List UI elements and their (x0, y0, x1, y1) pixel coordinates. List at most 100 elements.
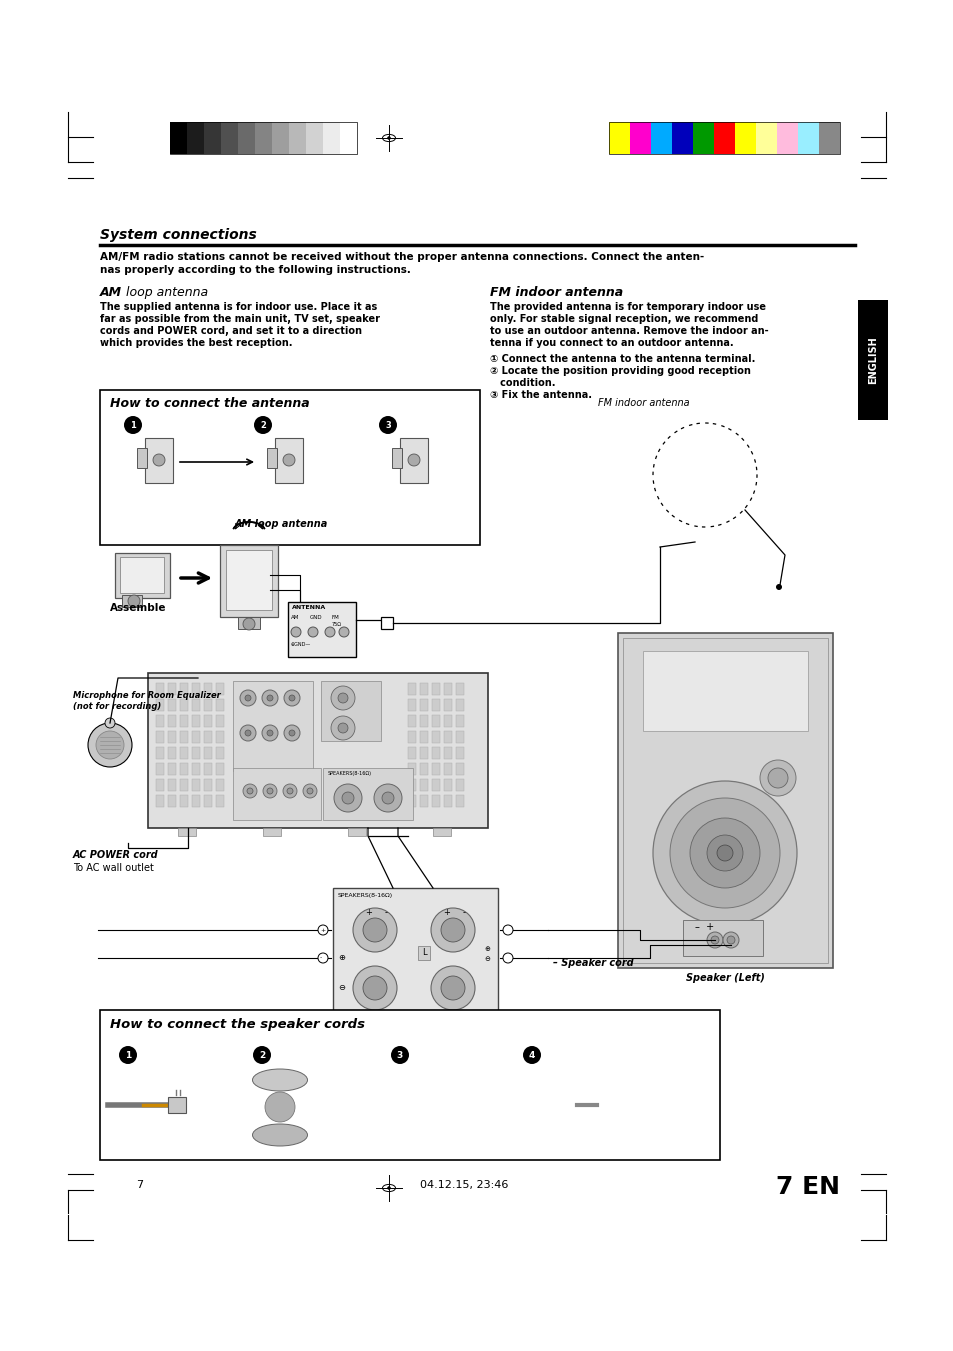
Circle shape (267, 694, 273, 701)
Text: nas properly according to the following instructions.: nas properly according to the following … (100, 265, 411, 276)
Bar (215, 747, 224, 759)
Text: AM: AM (100, 286, 122, 299)
Text: System connections: System connections (100, 228, 256, 242)
Bar (221, 122, 237, 154)
Bar (432, 715, 439, 727)
Bar (237, 617, 260, 630)
Circle shape (726, 936, 734, 944)
Bar (443, 780, 452, 790)
Bar (618, 634, 832, 969)
Bar (797, 122, 818, 154)
Circle shape (334, 784, 361, 812)
Text: 75Ω: 75Ω (332, 621, 341, 627)
Circle shape (96, 731, 124, 759)
Bar (417, 946, 430, 961)
Text: -: - (319, 955, 322, 961)
Circle shape (284, 690, 299, 707)
Bar (408, 698, 416, 711)
Text: 3: 3 (385, 420, 391, 430)
Bar (408, 780, 416, 790)
Bar (180, 763, 188, 775)
Text: To AC wall outlet: To AC wall outlet (73, 863, 153, 873)
Bar (145, 438, 172, 484)
Bar (180, 747, 188, 759)
Bar (233, 767, 320, 820)
Text: FM: FM (332, 615, 339, 620)
Circle shape (265, 1092, 294, 1121)
Bar (671, 122, 692, 154)
Bar (180, 794, 188, 807)
Circle shape (374, 784, 401, 812)
Ellipse shape (535, 1079, 564, 1121)
Circle shape (431, 966, 475, 1011)
Circle shape (669, 798, 780, 908)
Text: 7 EN: 7 EN (775, 1175, 840, 1198)
Bar (419, 763, 428, 775)
Bar (456, 715, 463, 727)
Text: 2: 2 (260, 420, 266, 430)
Ellipse shape (140, 499, 170, 521)
Text: Microphone for Room Equalizer: Microphone for Room Equalizer (73, 690, 220, 700)
Circle shape (502, 952, 513, 963)
Bar (288, 603, 355, 657)
Bar (168, 684, 175, 694)
Circle shape (387, 136, 391, 139)
Text: SPEAKERS(8-16Ω): SPEAKERS(8-16Ω) (328, 771, 372, 775)
Bar (456, 763, 463, 775)
Bar (857, 300, 887, 420)
Text: ⊕: ⊕ (337, 952, 345, 962)
Text: 7: 7 (136, 1179, 143, 1190)
Ellipse shape (420, 493, 435, 511)
Circle shape (431, 908, 475, 952)
Ellipse shape (393, 1065, 442, 1135)
Circle shape (247, 788, 253, 794)
Circle shape (303, 784, 316, 798)
Bar (100, 390, 479, 544)
Bar (432, 794, 439, 807)
Bar (443, 747, 452, 759)
Circle shape (267, 730, 273, 736)
Text: only. For stable signal reception, we recommend: only. For stable signal reception, we re… (490, 313, 758, 324)
Bar (204, 698, 212, 711)
Bar (252, 1079, 307, 1135)
Bar (192, 684, 200, 694)
Circle shape (710, 936, 719, 944)
Bar (306, 122, 323, 154)
Circle shape (124, 416, 142, 434)
Bar (456, 780, 463, 790)
Bar (408, 763, 416, 775)
Bar (608, 122, 629, 154)
Bar (215, 780, 224, 790)
Bar (408, 731, 416, 743)
Bar (348, 828, 366, 836)
Bar (204, 122, 221, 154)
Bar (168, 715, 175, 727)
Circle shape (337, 723, 348, 734)
Circle shape (245, 730, 251, 736)
Text: AC POWER cord: AC POWER cord (73, 850, 158, 861)
Circle shape (775, 584, 781, 590)
Text: – Speaker cord: – Speaker cord (553, 958, 633, 969)
Bar (380, 617, 393, 630)
Bar (682, 920, 762, 957)
Bar (399, 438, 428, 484)
Bar (156, 731, 164, 743)
Circle shape (502, 925, 513, 935)
Circle shape (338, 627, 349, 638)
Bar (215, 763, 224, 775)
Text: How to connect the antenna: How to connect the antenna (110, 397, 310, 409)
Circle shape (353, 908, 396, 952)
Text: -: - (462, 908, 465, 917)
Bar (419, 780, 428, 790)
Bar (456, 747, 463, 759)
Circle shape (363, 917, 387, 942)
Circle shape (341, 792, 354, 804)
Circle shape (722, 932, 739, 948)
Bar (456, 794, 463, 807)
Bar (204, 763, 212, 775)
Ellipse shape (395, 499, 424, 521)
Text: +: + (442, 908, 450, 917)
Bar (419, 698, 428, 711)
Bar (215, 684, 224, 694)
Bar (148, 673, 488, 828)
